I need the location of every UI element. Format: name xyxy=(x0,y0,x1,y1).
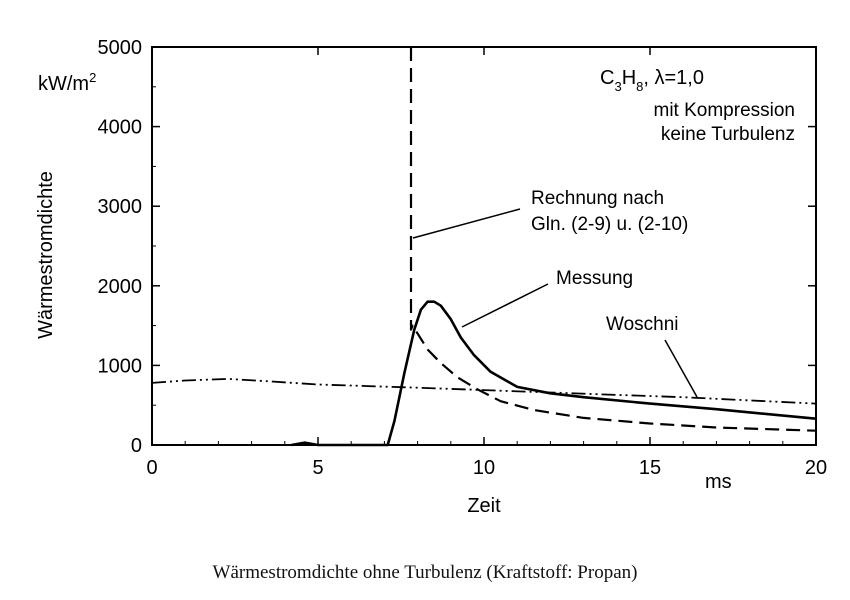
y-axis-label: Wärmestromdichte xyxy=(35,171,57,339)
legend-formula: C3H8, λ=1,0 xyxy=(600,67,704,94)
x-tick-label: 15 xyxy=(639,457,661,479)
x-unit-label: ms xyxy=(705,471,732,493)
series-line-solid xyxy=(291,300,817,447)
x-tick-label: 0 xyxy=(146,457,157,479)
series-layer xyxy=(151,47,817,447)
x-tick-labels: 0 5 10 15 20 xyxy=(146,457,827,479)
y-tick-label: 1000 xyxy=(98,355,143,377)
legend-line-2: mit Kompression xyxy=(654,100,796,121)
x-tick-label: 10 xyxy=(473,457,495,479)
y-tick-label: 0 xyxy=(131,435,142,457)
series-line-dashed xyxy=(409,47,817,432)
annotation-woschni: Woschni xyxy=(606,314,679,335)
y-tick-label: 5000 xyxy=(98,37,143,59)
x-tick-label: 5 xyxy=(312,457,323,479)
annotation-rechnung-1: Rechnung nach xyxy=(531,188,664,209)
y-tick-label: 4000 xyxy=(98,117,143,139)
series-line-dash-dot-dot xyxy=(151,378,817,405)
y-tick-label: 3000 xyxy=(98,196,143,218)
annotation-rechnung-2: Gln. (2-9) u. (2-10) xyxy=(531,214,688,235)
x-tick-label: 20 xyxy=(805,457,827,479)
y-unit-label: kW/m2 xyxy=(38,70,96,95)
y-tick-labels: 0 1000 2000 3000 4000 5000 xyxy=(98,37,143,457)
figure-caption: Wärmestromdichte ohne Turbulenz (Kraftst… xyxy=(213,562,638,583)
y-tick-label: 2000 xyxy=(98,276,143,298)
messung-leader-line xyxy=(461,283,549,328)
annotation-messung: Messung xyxy=(556,268,633,289)
x-axis-label: Zeit xyxy=(467,495,501,517)
tick-marks xyxy=(151,46,817,446)
rechnung-leader-line xyxy=(412,208,521,239)
legend-line-3: keine Turbulenz xyxy=(661,124,795,145)
woschni-leader-line xyxy=(664,339,698,398)
